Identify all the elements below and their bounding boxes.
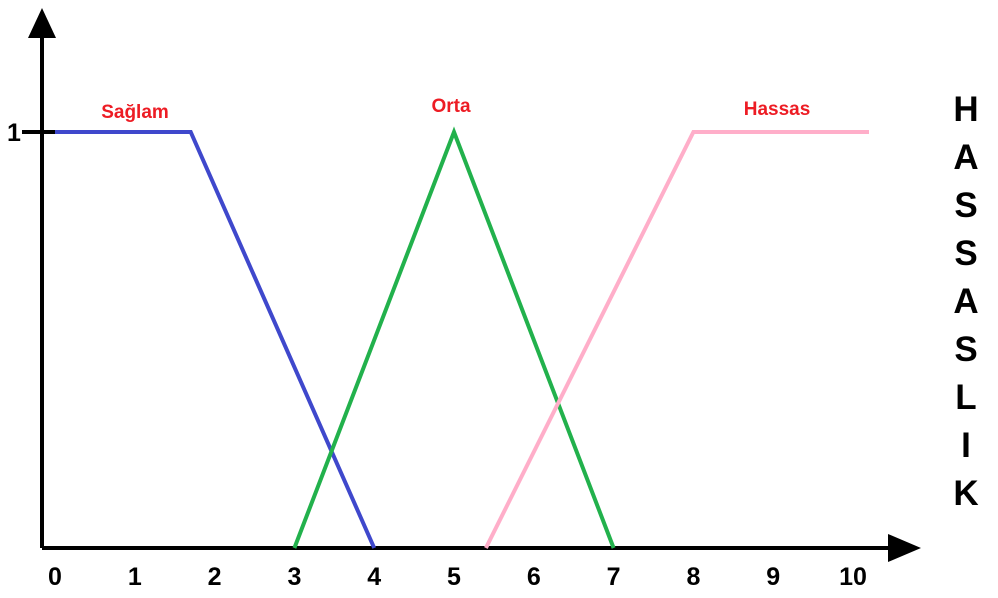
x-tick-label: 5 [447,563,461,591]
x-tick-label: 7 [607,563,621,591]
y-tick-label: 1 [7,119,21,147]
series-line-0 [55,130,377,549]
series-label-2: Hassas [744,99,811,120]
side-title-letter: A [953,282,979,321]
side-title-letter: I [961,426,971,465]
y-axis-arrow [28,8,56,38]
series-line-1 [292,126,616,549]
side-title-letter: K [953,474,979,513]
axes [22,8,921,562]
side-title-letter: S [954,186,978,225]
x-tick-label: 3 [287,563,301,591]
x-tick-label: 2 [208,563,222,591]
tick-labels: 0 1 2 3 4 5 6 7 8 9 10 1 [7,119,867,591]
side-title-letter: L [955,378,977,417]
x-tick-label: 4 [367,563,381,591]
x-tick-label: 9 [766,563,780,591]
side-title-letter: A [953,138,979,177]
side-title-letter: H [953,90,979,129]
series-labels: Sağlam Orta Hassas [101,96,810,123]
x-axis-arrow [888,534,921,562]
series-label-1: Orta [431,96,471,117]
x-tick-label: 8 [686,563,700,591]
x-tick-label: 0 [48,563,62,591]
side-title-letter: S [954,234,978,273]
x-tick-label: 6 [527,563,541,591]
series-line-2 [484,130,869,549]
series-label-0: Sağlam [101,102,169,123]
x-tick-label: 1 [128,563,142,591]
x-tick-label: 10 [839,563,867,591]
side-title-letter: S [954,330,978,369]
series-lines [55,126,869,549]
